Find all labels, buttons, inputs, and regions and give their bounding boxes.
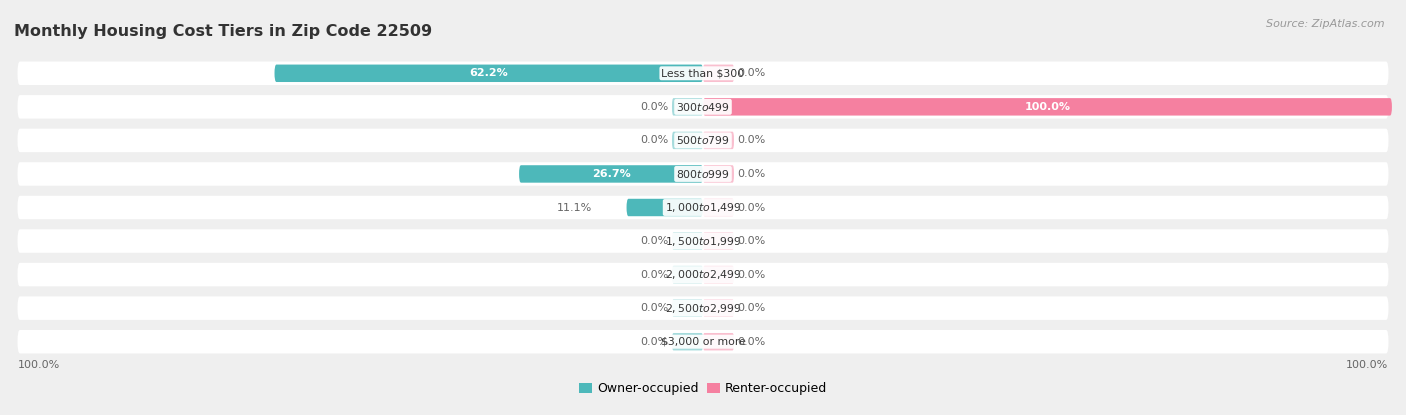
Text: 0.0%: 0.0% — [640, 102, 669, 112]
FancyBboxPatch shape — [17, 129, 1389, 152]
Text: 0.0%: 0.0% — [738, 203, 766, 212]
FancyBboxPatch shape — [672, 98, 703, 115]
Text: 0.0%: 0.0% — [640, 303, 669, 313]
Legend: Owner-occupied, Renter-occupied: Owner-occupied, Renter-occupied — [574, 377, 832, 400]
FancyBboxPatch shape — [672, 132, 703, 149]
FancyBboxPatch shape — [519, 165, 703, 183]
FancyBboxPatch shape — [703, 333, 734, 350]
Text: 0.0%: 0.0% — [738, 68, 766, 78]
Text: Less than $300: Less than $300 — [661, 68, 745, 78]
Text: $3,000 or more: $3,000 or more — [661, 337, 745, 347]
Text: 0.0%: 0.0% — [640, 337, 669, 347]
Text: 0.0%: 0.0% — [640, 135, 669, 145]
Text: 100.0%: 100.0% — [1347, 360, 1389, 370]
Text: $1,000 to $1,499: $1,000 to $1,499 — [665, 201, 741, 214]
Text: 62.2%: 62.2% — [470, 68, 508, 78]
FancyBboxPatch shape — [703, 300, 734, 317]
Text: 0.0%: 0.0% — [738, 135, 766, 145]
FancyBboxPatch shape — [17, 61, 1389, 85]
FancyBboxPatch shape — [17, 95, 1389, 119]
Text: 0.0%: 0.0% — [738, 169, 766, 179]
Text: 100.0%: 100.0% — [1025, 102, 1070, 112]
Text: 0.0%: 0.0% — [738, 270, 766, 280]
FancyBboxPatch shape — [703, 65, 734, 82]
Text: $1,500 to $1,999: $1,500 to $1,999 — [665, 234, 741, 248]
FancyBboxPatch shape — [703, 266, 734, 283]
FancyBboxPatch shape — [274, 65, 703, 82]
Text: $800 to $999: $800 to $999 — [676, 168, 730, 180]
FancyBboxPatch shape — [17, 196, 1389, 219]
Text: 100.0%: 100.0% — [17, 360, 59, 370]
FancyBboxPatch shape — [17, 229, 1389, 253]
Text: 0.0%: 0.0% — [738, 236, 766, 246]
FancyBboxPatch shape — [17, 296, 1389, 320]
Text: $300 to $499: $300 to $499 — [676, 101, 730, 113]
FancyBboxPatch shape — [672, 266, 703, 283]
FancyBboxPatch shape — [17, 263, 1389, 286]
Text: 26.7%: 26.7% — [592, 169, 630, 179]
FancyBboxPatch shape — [672, 300, 703, 317]
FancyBboxPatch shape — [17, 330, 1389, 354]
FancyBboxPatch shape — [672, 232, 703, 250]
Text: $2,500 to $2,999: $2,500 to $2,999 — [665, 302, 741, 315]
FancyBboxPatch shape — [703, 232, 734, 250]
Text: Source: ZipAtlas.com: Source: ZipAtlas.com — [1267, 19, 1385, 29]
FancyBboxPatch shape — [703, 132, 734, 149]
Text: 11.1%: 11.1% — [557, 203, 592, 212]
Text: 0.0%: 0.0% — [738, 303, 766, 313]
Text: 0.0%: 0.0% — [640, 236, 669, 246]
FancyBboxPatch shape — [627, 199, 703, 216]
Text: Monthly Housing Cost Tiers in Zip Code 22509: Monthly Housing Cost Tiers in Zip Code 2… — [14, 24, 432, 39]
FancyBboxPatch shape — [703, 165, 734, 183]
Text: $2,000 to $2,499: $2,000 to $2,499 — [665, 268, 741, 281]
FancyBboxPatch shape — [17, 162, 1389, 186]
FancyBboxPatch shape — [672, 333, 703, 350]
Text: 0.0%: 0.0% — [640, 270, 669, 280]
Text: $500 to $799: $500 to $799 — [676, 134, 730, 146]
Text: 0.0%: 0.0% — [738, 337, 766, 347]
FancyBboxPatch shape — [703, 199, 734, 216]
FancyBboxPatch shape — [703, 98, 1392, 115]
